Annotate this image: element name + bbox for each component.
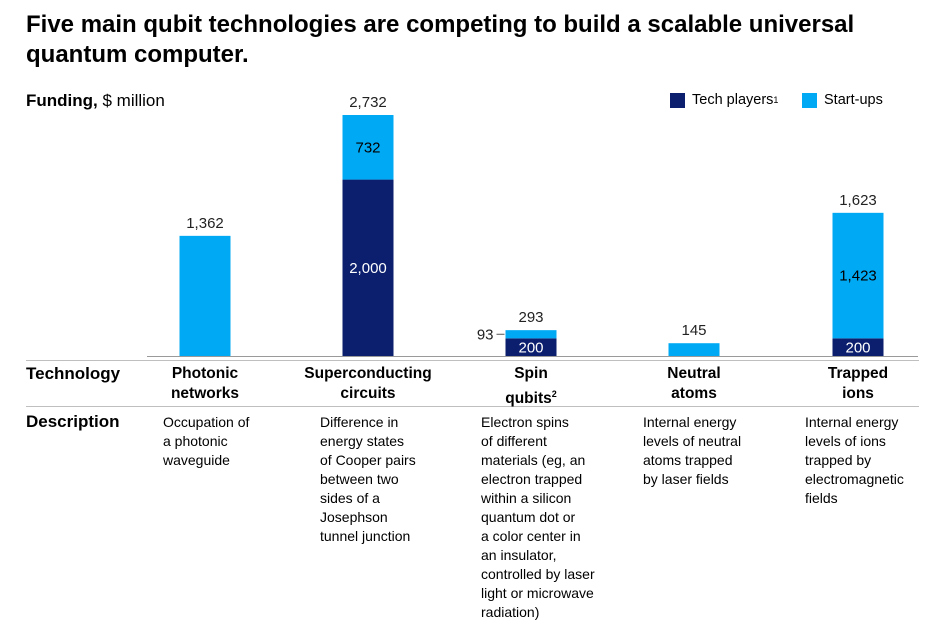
technology-name-trapped: Trapped ions (778, 364, 936, 404)
total-label-superconducting-circuits: 2,732 (349, 94, 387, 111)
legend-label-tech-players: Tech players (692, 92, 774, 108)
row-label-technology: Technology (26, 364, 121, 383)
total-label-trapped-ions: 1,623 (839, 192, 877, 209)
technology-name-line2: ions (842, 385, 874, 402)
legend-swatch-start-ups (802, 92, 817, 108)
start-ups-label-spin-qubits: 93 (477, 326, 494, 343)
technology-name-line1: Superconducting (304, 365, 432, 382)
bar-start-ups-trapped-ions (832, 212, 884, 339)
technology-description-photonic: Occupation of a photonic waveguide (163, 414, 250, 468)
technology-name-line1: Trapped (827, 365, 889, 382)
technology-name-photonic: Photonic networks (125, 364, 285, 404)
technology-name-neutral: Neutral atoms (614, 364, 774, 404)
technology-name-superconducting: Superconducting circuits (288, 364, 448, 404)
technology-description-spin: Electron spins of different materials (e… (481, 414, 595, 620)
technology-name-line2: circuits (340, 385, 396, 402)
bar-tech-players-superconducting-circuits (342, 179, 394, 356)
technology-footnote: 2 (551, 389, 557, 399)
legend-swatch-tech-players (670, 92, 685, 108)
technology-name-line1: Spin (514, 365, 548, 382)
chart-title: Five main qubit technologies are competi… (26, 11, 855, 68)
technology-name-line1: Photonic (171, 365, 239, 382)
stacked-bar-chart: 1,362 2,732 2,000 732 293 200 93 145 1,623 200 1,4… (147, 94, 918, 357)
bar-start-ups-spin-qubits (505, 330, 557, 339)
bar-tech-players-trapped-ions (832, 338, 884, 356)
y-axis-label-unit: $ million (97, 91, 165, 110)
start-ups-label-superconducting-circuits: 732 (355, 139, 380, 156)
technology-row-divider-bottom (26, 406, 919, 407)
tech-players-label-superconducting-circuits: 2,000 (349, 260, 387, 277)
technology-name-line1: Neutral (667, 365, 721, 382)
technology-name-line2: qubits2 (505, 389, 557, 408)
technology-name-line2: networks (170, 385, 240, 402)
y-axis-label-bold: Funding, (26, 91, 98, 110)
technology-name-spin: Spin qubits2 (451, 364, 611, 409)
bar-start-ups-photonic-networks (179, 235, 231, 356)
technology-name-line2: atoms (671, 385, 717, 402)
technology-description-trapped: Internal energy levels of ions trapped b… (805, 414, 904, 506)
technology-row-divider-top (26, 360, 919, 361)
legend-start-ups: Start-ups (802, 92, 883, 108)
tech-players-label-spin-qubits: 200 (518, 340, 543, 357)
technology-description-neutral: Internal energy levels of neutral atoms … (643, 414, 742, 487)
legend-label-start-ups: Start-ups (824, 92, 883, 108)
start-ups-label-trapped-ions: 1,423 (839, 268, 877, 285)
y-axis-label: Funding, $ million (26, 91, 165, 111)
bar-start-ups-neutral-atoms (668, 343, 720, 356)
legend-tech-players: Tech players 1 (670, 92, 778, 108)
legend-footnote-tech-players: 1 (773, 95, 779, 105)
bar-start-ups-superconducting-circuits (342, 115, 394, 180)
total-label-spin-qubits: 293 (518, 309, 543, 326)
total-label-neutral-atoms: 145 (681, 322, 706, 339)
technology-description-superconducting: Difference in energy states of Cooper pa… (320, 414, 416, 544)
row-label-description: Description (26, 412, 120, 431)
total-label-photonic-networks: 1,362 (186, 215, 224, 232)
bar-tech-players-spin-qubits (505, 338, 557, 356)
tech-players-label-trapped-ions: 200 (845, 340, 870, 357)
